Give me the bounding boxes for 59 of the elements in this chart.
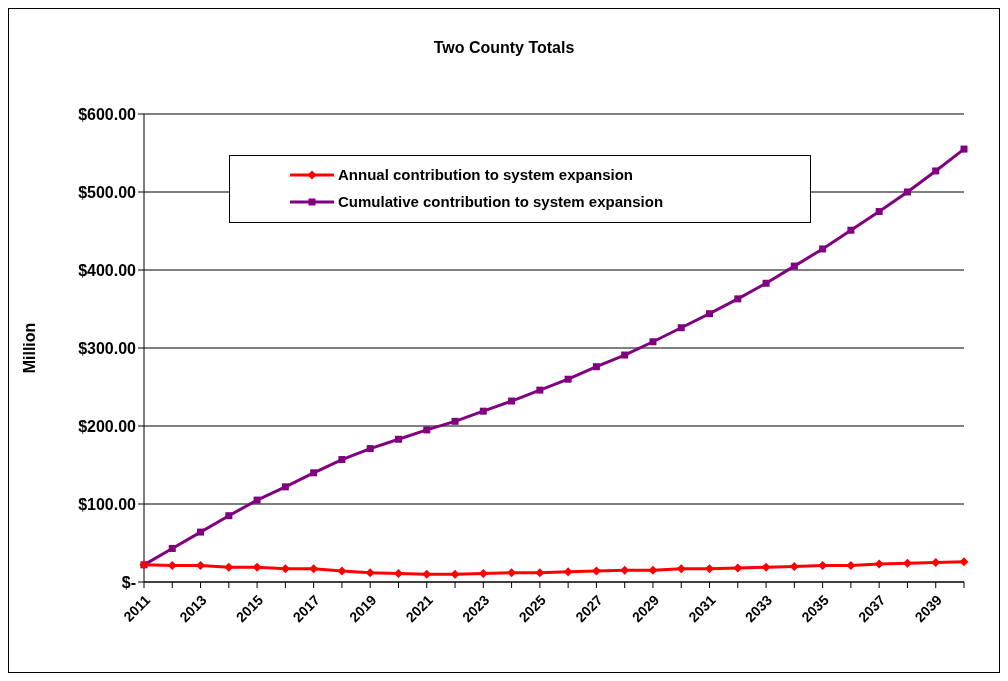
point — [847, 226, 855, 234]
legend-label: Annual contribution to system expansion — [338, 166, 634, 183]
point — [450, 569, 460, 579]
point — [337, 566, 347, 576]
point — [224, 562, 234, 572]
point — [620, 565, 630, 575]
point — [225, 512, 233, 520]
point — [508, 397, 516, 405]
point — [875, 208, 883, 215]
point — [790, 262, 798, 270]
y-tick-label: $300.00 — [78, 339, 137, 357]
point — [676, 564, 686, 574]
point — [734, 295, 742, 303]
point — [394, 435, 402, 443]
point — [931, 558, 941, 567]
point — [819, 245, 827, 253]
point — [309, 564, 319, 574]
point — [168, 544, 176, 552]
point — [197, 528, 205, 536]
point — [932, 167, 940, 175]
point — [648, 565, 658, 575]
point — [706, 310, 714, 318]
y-axis-title: Million — [20, 322, 38, 374]
point — [479, 407, 487, 415]
point — [252, 562, 262, 572]
y-tick-label: $500.00 — [78, 183, 137, 201]
y-tick-label: $100.00 — [78, 495, 137, 513]
point — [592, 363, 600, 371]
y-tick-label: $- — [121, 573, 136, 591]
point — [535, 568, 545, 578]
point — [677, 324, 685, 332]
point — [649, 338, 657, 346]
point — [621, 351, 629, 359]
point — [536, 386, 544, 394]
point — [563, 567, 573, 577]
point — [167, 561, 177, 571]
point — [196, 561, 206, 571]
y-tick-label: $200.00 — [78, 417, 137, 435]
point — [338, 456, 346, 464]
point — [310, 469, 318, 477]
point — [960, 145, 968, 153]
y-tick-label: $400.00 — [78, 261, 137, 279]
point — [959, 557, 969, 567]
y-tick-label: $600.00 — [78, 105, 137, 123]
point — [422, 569, 432, 579]
point — [281, 483, 289, 491]
point — [478, 568, 488, 578]
point — [761, 562, 771, 572]
point — [564, 375, 572, 383]
point — [903, 188, 911, 196]
point — [253, 496, 261, 504]
point — [451, 417, 459, 425]
point — [366, 445, 374, 453]
point — [733, 563, 743, 573]
chart-title: Two County Totals — [432, 39, 576, 57]
point — [423, 426, 431, 434]
point — [874, 559, 884, 569]
legend-label: Cumulative contribution to system expansion — [338, 193, 664, 210]
point — [762, 279, 770, 287]
